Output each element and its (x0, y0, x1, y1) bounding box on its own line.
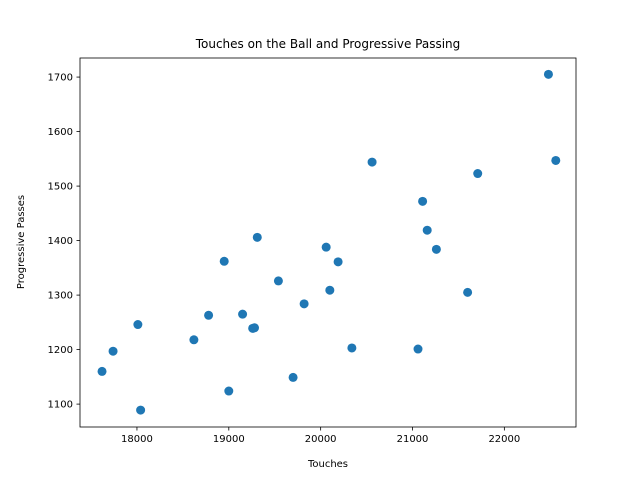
scatter-point (224, 386, 234, 396)
y-axis-label: Progressive Passes (16, 195, 27, 289)
data-points (97, 69, 561, 415)
scatter-point (250, 323, 260, 333)
y-tick-label: 1200 (48, 345, 73, 356)
scatter-point (273, 276, 283, 286)
x-tick-label: 20000 (305, 434, 337, 445)
x-axis-label: Touches (307, 459, 348, 470)
scatter-point (325, 285, 335, 295)
scatter-point (367, 157, 377, 167)
scatter-point (238, 309, 248, 319)
scatter-point (189, 335, 199, 345)
scatter-point (333, 257, 343, 267)
plot-frame (79, 57, 577, 428)
x-tick-label: 18000 (121, 434, 153, 445)
scatter-point (97, 366, 107, 376)
scatter-point (133, 320, 143, 330)
scatter-point (543, 69, 553, 79)
y-tick-label: 1600 (48, 127, 73, 138)
x-axis: 18000 19000 20000 21000 22000 (121, 427, 520, 445)
scatter-point (431, 244, 441, 254)
x-tick-label: 21000 (397, 434, 429, 445)
scatter-point (204, 310, 214, 320)
scatter-point (473, 169, 483, 179)
scatter-point (288, 372, 298, 382)
y-tick-label: 1700 (48, 73, 73, 84)
scatter-point (299, 299, 309, 309)
y-tick-label: 1400 (48, 236, 73, 247)
scatter-point (422, 225, 432, 235)
x-tick-label: 22000 (488, 434, 520, 445)
scatter-point (252, 232, 262, 242)
scatter-point (321, 242, 331, 252)
scatter-point (418, 196, 428, 206)
scatter-point (108, 346, 118, 356)
y-tick-label: 1100 (48, 400, 73, 411)
scatter-point (463, 287, 473, 297)
scatter-point (347, 343, 357, 353)
scatter-point (136, 405, 146, 415)
x-tick-label: 19000 (213, 434, 245, 445)
scatter-point (551, 155, 561, 165)
plot-area (79, 57, 577, 428)
chart-title: Touches on the Ball and Progressive Pass… (195, 37, 461, 51)
y-tick-label: 1300 (48, 291, 73, 302)
scatter-point (413, 344, 423, 354)
y-axis: 1100 1200 1300 1400 1500 1600 1700 (48, 73, 80, 411)
y-tick-label: 1500 (48, 182, 73, 193)
scatter-point (219, 256, 229, 266)
